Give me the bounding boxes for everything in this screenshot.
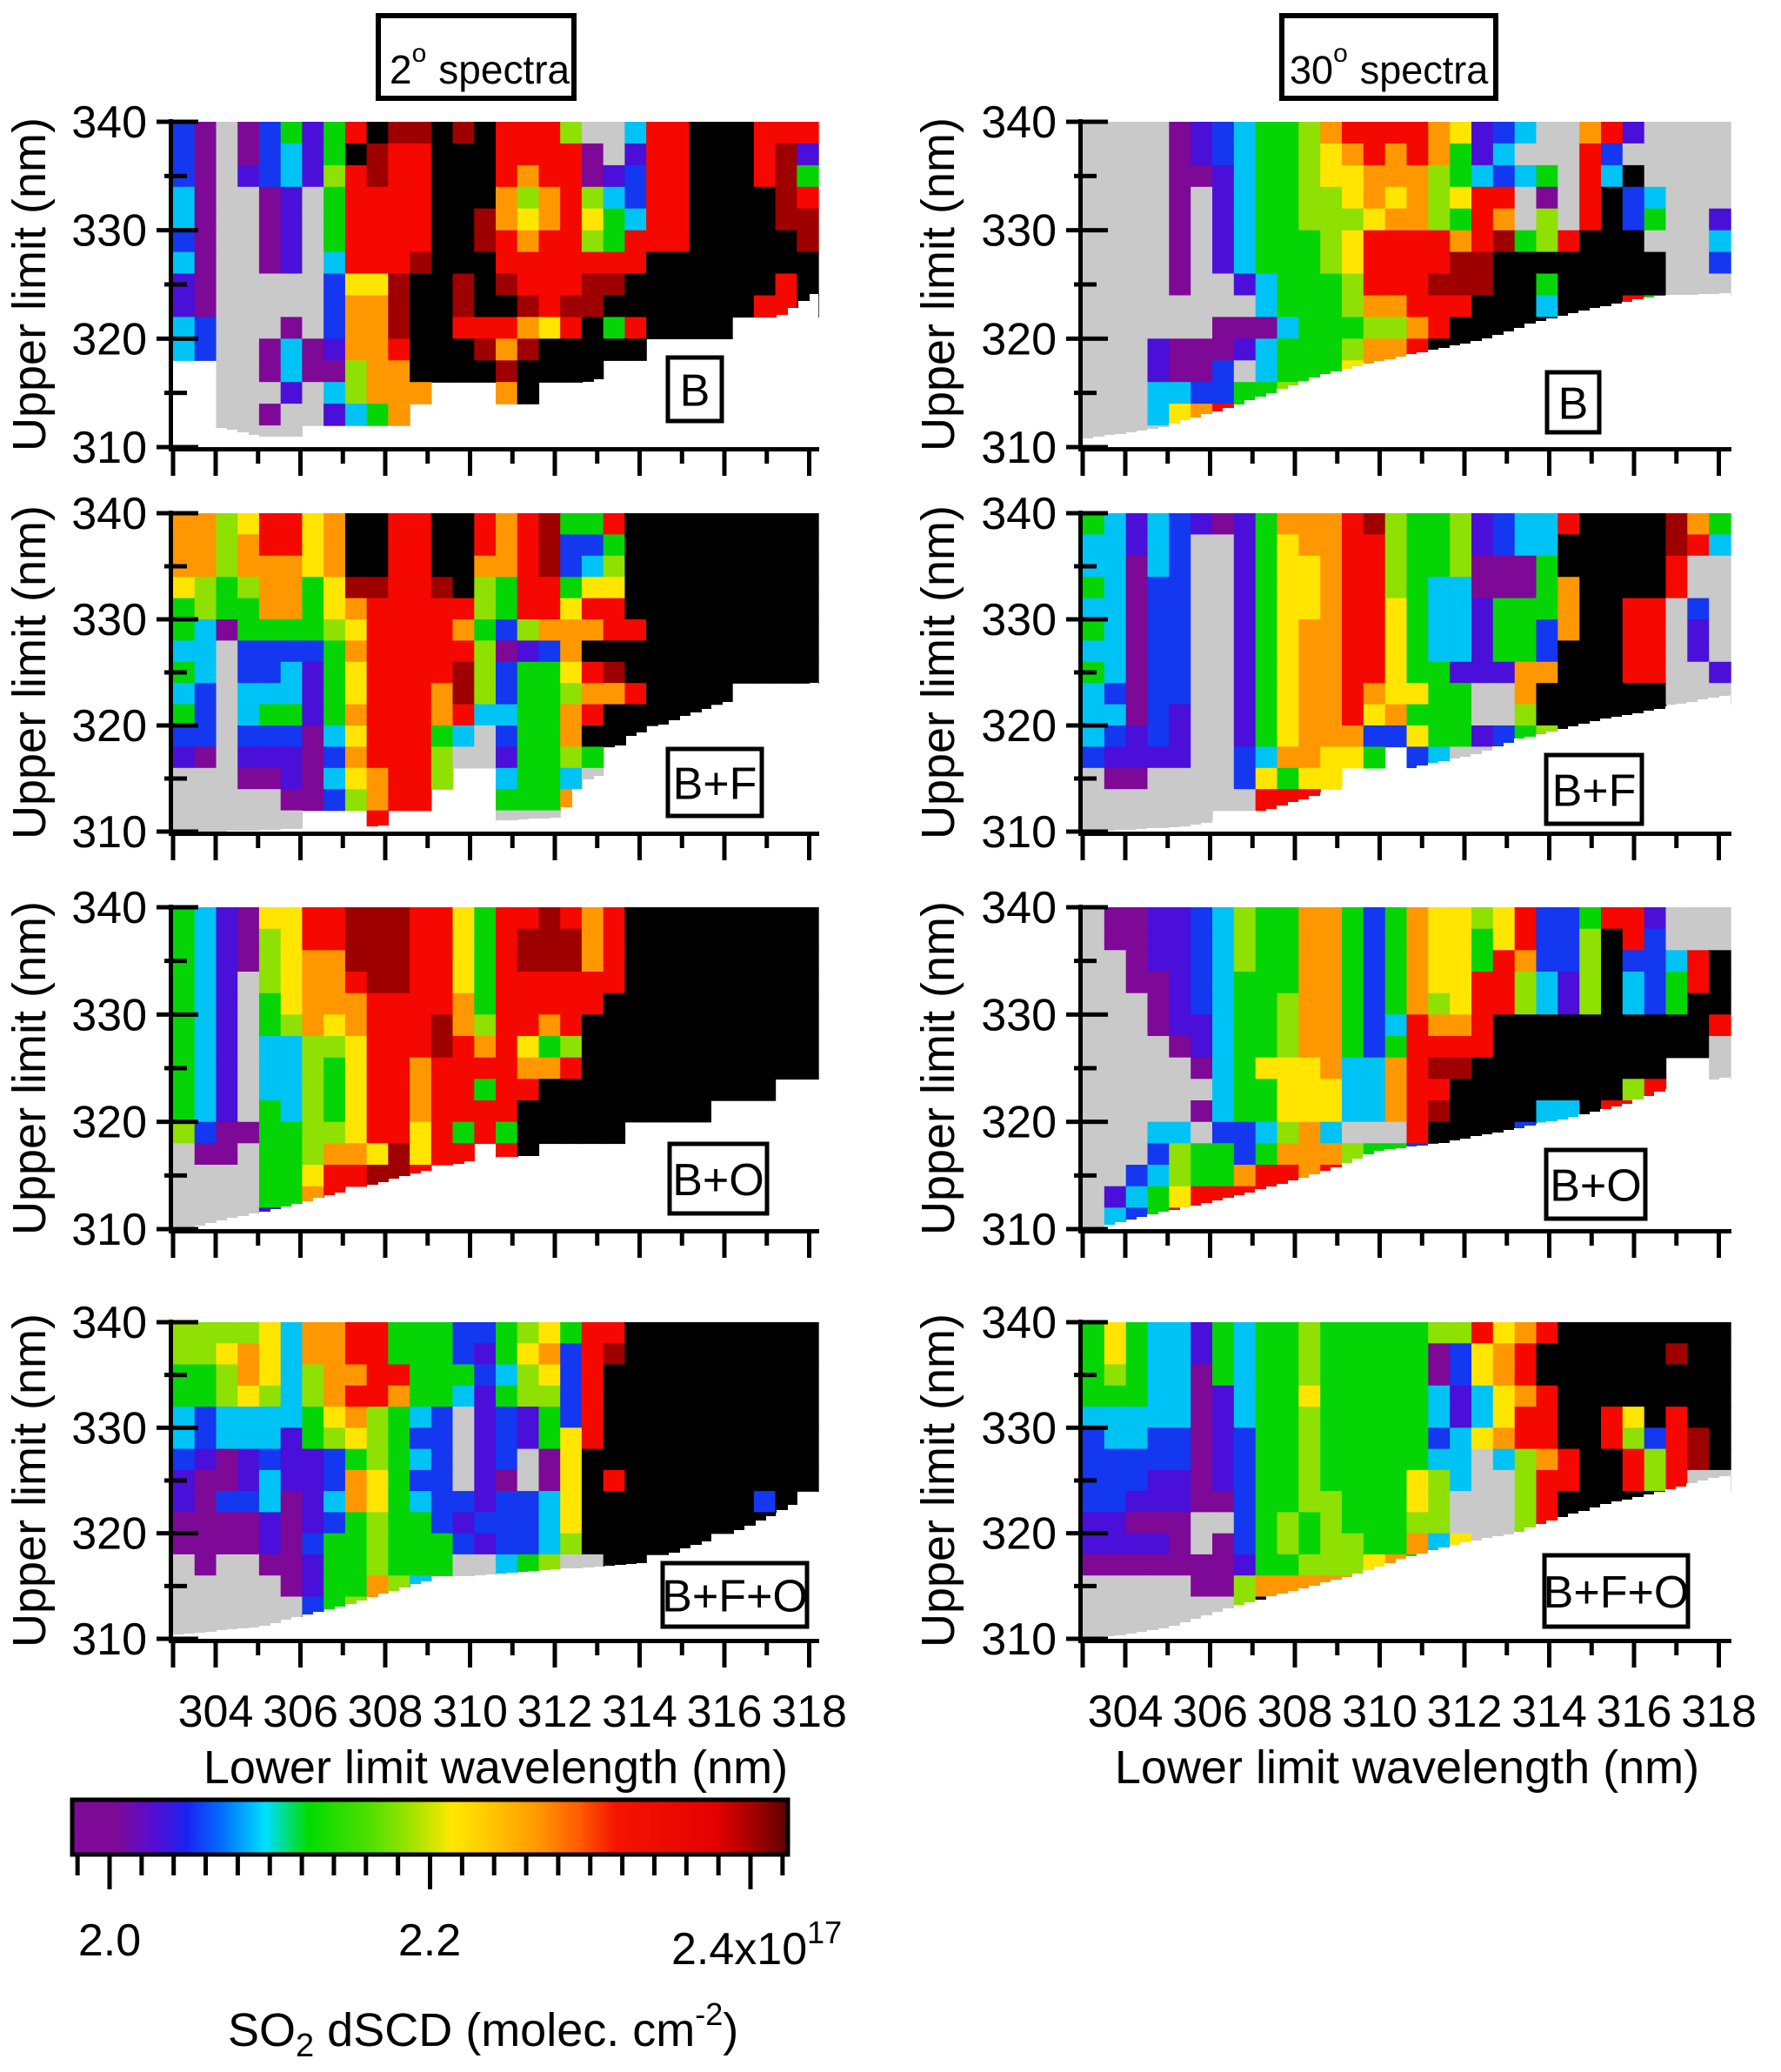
- svg-text:B+F+O: B+F+O: [1544, 1567, 1690, 1618]
- svg-text:304: 304: [1088, 1687, 1164, 1737]
- svg-text:Upper limit (nm): Upper limit (nm): [3, 505, 56, 839]
- svg-text:B+F+O: B+F+O: [662, 1572, 808, 1622]
- svg-text:Upper limit (nm): Upper limit (nm): [3, 901, 56, 1235]
- svg-text:340: 340: [71, 1298, 147, 1348]
- svg-text:310: 310: [981, 807, 1057, 858]
- svg-text:330: 330: [71, 206, 147, 257]
- svg-text:318: 318: [771, 1687, 847, 1737]
- svg-text:SO2 dSCD (molec. cm-2): SO2 dSCD (molec. cm-2): [228, 1996, 738, 2064]
- svg-text:310: 310: [981, 1205, 1057, 1255]
- svg-text:340: 340: [981, 1298, 1057, 1348]
- svg-text:320: 320: [981, 314, 1057, 364]
- svg-text:308: 308: [1257, 1687, 1333, 1737]
- svg-text:320: 320: [71, 314, 147, 364]
- svg-text:312: 312: [1427, 1687, 1503, 1737]
- svg-text:340: 340: [981, 883, 1057, 933]
- svg-text:Upper limit (nm): Upper limit (nm): [912, 117, 964, 451]
- svg-text:Upper limit (nm): Upper limit (nm): [912, 901, 964, 1235]
- svg-text:310: 310: [432, 1687, 508, 1737]
- svg-text:310: 310: [1342, 1687, 1417, 1737]
- svg-text:304: 304: [178, 1687, 254, 1737]
- svg-text:2.0: 2.0: [78, 1915, 141, 1966]
- svg-text:330: 330: [981, 595, 1057, 645]
- svg-text:320: 320: [71, 701, 147, 752]
- svg-text:320: 320: [71, 1098, 147, 1148]
- svg-text:340: 340: [71, 883, 147, 933]
- svg-text:316: 316: [1597, 1687, 1672, 1737]
- svg-text:340: 340: [981, 489, 1057, 539]
- svg-text:B+O: B+O: [672, 1155, 764, 1206]
- svg-text:320: 320: [981, 1098, 1057, 1148]
- svg-text:B+F: B+F: [673, 759, 757, 810]
- svg-text:310: 310: [981, 423, 1057, 473]
- svg-text:330: 330: [981, 990, 1057, 1040]
- svg-text:320: 320: [71, 1509, 147, 1560]
- svg-text:340: 340: [981, 97, 1057, 148]
- svg-text:310: 310: [71, 807, 147, 858]
- svg-text:B+O: B+O: [1550, 1161, 1642, 1212]
- svg-text:Lower limit wavelength (nm): Lower limit wavelength (nm): [1115, 1741, 1699, 1794]
- svg-text:318: 318: [1681, 1687, 1757, 1737]
- svg-text:Upper limit (nm): Upper limit (nm): [3, 1313, 56, 1648]
- svg-text:306: 306: [263, 1687, 338, 1737]
- svg-text:Upper limit (nm): Upper limit (nm): [3, 117, 56, 451]
- svg-text:340: 340: [71, 97, 147, 148]
- svg-text:330: 330: [71, 595, 147, 645]
- svg-text:B: B: [1558, 379, 1589, 430]
- svg-text:330: 330: [71, 990, 147, 1040]
- svg-text:308: 308: [348, 1687, 424, 1737]
- svg-text:2.4x1017: 2.4x1017: [671, 1915, 842, 1975]
- svg-text:310: 310: [71, 1205, 147, 1255]
- svg-text:310: 310: [71, 423, 147, 473]
- svg-text:B+F: B+F: [1552, 766, 1637, 817]
- svg-text:314: 314: [1511, 1687, 1587, 1737]
- svg-text:314: 314: [602, 1687, 677, 1737]
- svg-text:310: 310: [981, 1614, 1057, 1665]
- svg-text:Lower limit wavelength (nm): Lower limit wavelength (nm): [203, 1741, 788, 1794]
- svg-text:312: 312: [517, 1687, 593, 1737]
- svg-text:316: 316: [687, 1687, 763, 1737]
- svg-text:320: 320: [981, 701, 1057, 752]
- svg-text:330: 330: [71, 1403, 147, 1454]
- svg-text:B: B: [680, 366, 710, 417]
- svg-text:306: 306: [1172, 1687, 1248, 1737]
- svg-text:Upper limit (nm): Upper limit (nm): [912, 505, 964, 839]
- svg-text:Upper limit (nm): Upper limit (nm): [912, 1313, 964, 1648]
- svg-text:320: 320: [981, 1509, 1057, 1560]
- svg-text:310: 310: [71, 1614, 147, 1665]
- svg-text:340: 340: [71, 489, 147, 539]
- svg-text:2.2: 2.2: [398, 1915, 461, 1966]
- svg-text:330: 330: [981, 1403, 1057, 1454]
- svg-text:330: 330: [981, 206, 1057, 257]
